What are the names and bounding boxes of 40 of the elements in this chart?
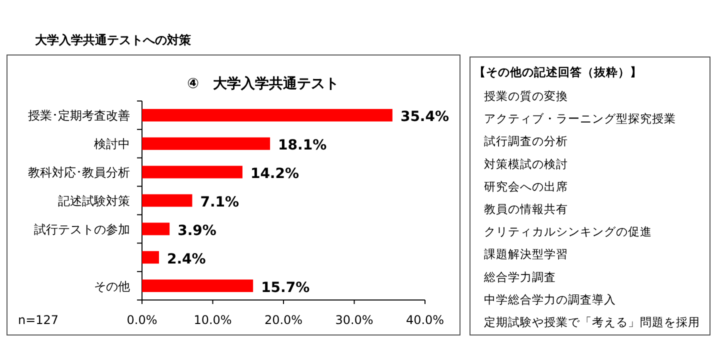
bar <box>142 108 392 122</box>
x-tick-label: 10.0% <box>194 313 232 327</box>
y-tick-label: 試行テストの参加 <box>34 222 130 236</box>
bar <box>142 166 242 178</box>
data-label: 35.4% <box>400 109 450 126</box>
text: 研究会への出席 <box>484 179 568 194</box>
text: 課題解決型学習 <box>484 247 568 262</box>
data-label: 3.9% <box>178 222 216 239</box>
bar <box>142 194 192 207</box>
x-tick-label: 20.0% <box>264 313 303 327</box>
text: 試行調査の分析 <box>484 134 568 148</box>
text: 中学総合学力の調査導入 <box>484 292 616 306</box>
data-label: 2.4% <box>166 251 206 268</box>
chart-title: 大学入学共通テストへの対策 <box>35 33 192 47</box>
text: 対策模試の検討 <box>484 156 568 171</box>
data-label: 18.1% <box>278 138 327 154</box>
text: n=127 <box>18 313 59 327</box>
y-tick-label: 教科対応･教員分析 <box>28 166 130 180</box>
bar <box>142 222 170 236</box>
text: アクティブ・ラーニング型探究授業 <box>484 112 676 126</box>
data-label: 14.2% <box>250 166 300 182</box>
chart-subtitle: ④ 大学入学共通テスト <box>187 75 339 92</box>
text: 教員の情報共有 <box>484 202 568 216</box>
bar <box>142 280 254 292</box>
bar <box>142 251 159 264</box>
y-tick-label: その他 <box>94 279 130 294</box>
data-label: 7.1% <box>200 194 240 210</box>
y-tick-label: 記述試験対策 <box>58 194 130 208</box>
text: 【その他の記述回答（抜粋）】 <box>474 65 642 79</box>
x-tick-label: 40.0% <box>406 313 444 327</box>
y-tick-label: 授業･定期考査改善 <box>28 108 130 123</box>
text: 定期試験や授業で「考える」問題を採用 <box>484 315 700 329</box>
x-tick-label: 0.0% <box>126 313 158 327</box>
text: 授業の質の変換 <box>484 89 568 103</box>
data-label: 15.7% <box>261 280 310 296</box>
text: 総合学力調査 <box>483 270 556 284</box>
bar <box>142 137 270 150</box>
x-tick-label: 30.0% <box>335 313 374 327</box>
y-tick-label: 検討中 <box>94 137 130 152</box>
text: クリティカルシンキングの促進 <box>484 224 652 239</box>
